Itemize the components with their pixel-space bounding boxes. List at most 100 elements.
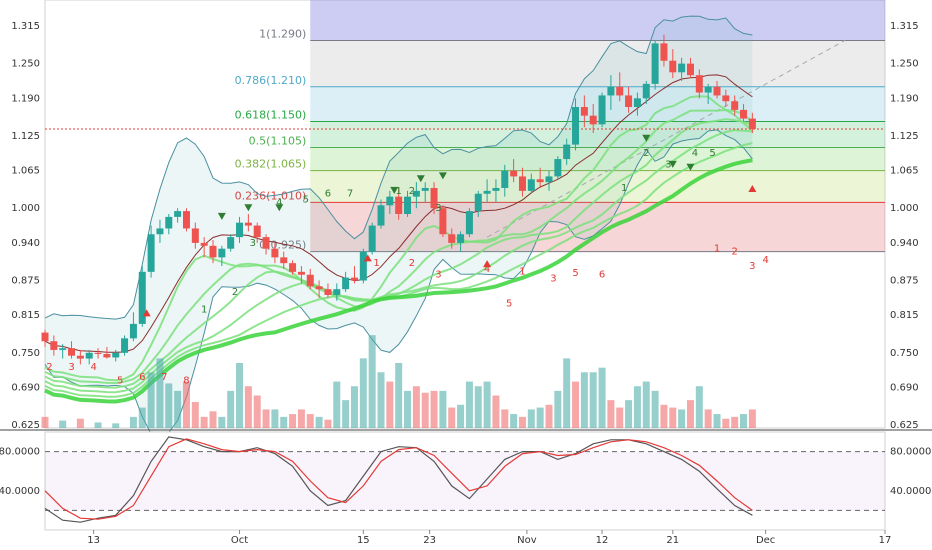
candle-body [156, 228, 164, 235]
volume-bar [695, 386, 703, 428]
volume-bar [713, 414, 721, 428]
sell-signal-marker [217, 212, 226, 220]
candle-body [421, 187, 429, 191]
sequence-count-label: 1 [201, 304, 207, 315]
buy-signal-marker [483, 260, 492, 268]
envelope-upper [44, 15, 753, 320]
price-axis-tick-left: 1.190 [11, 93, 40, 104]
price-axis-tick-right: 1.000 [890, 203, 919, 214]
volume-bar [138, 407, 146, 428]
price-axis-tick-right: 1.125 [890, 131, 919, 142]
candle-body [315, 286, 323, 290]
price-chart[interactable]: 1(1.290) 0.786(1.210) 0.618(1.150) 0.5(1.10… [41, 0, 886, 437]
price-axis-tick-left: 1.315 [11, 21, 40, 32]
volume-bar [669, 407, 677, 428]
volume-bar [165, 383, 173, 428]
volume-bar [678, 409, 686, 428]
price-axis-tick-left: 0.750 [11, 348, 40, 359]
sequence-count-label: 3 [435, 270, 441, 281]
fib-level-label: 0.786(1.210) [235, 74, 307, 87]
candle-body [174, 211, 182, 217]
candle-body [191, 228, 199, 243]
sequence-count-label: 2 [232, 287, 238, 298]
volume-bar [607, 400, 615, 428]
axes: 1.315 1.315 1.250 1.250 1.190 1.190 1.125 1.125… [0, 21, 932, 546]
sequence-count-label: 1 [621, 183, 627, 194]
fib-zone [310, 121, 885, 148]
volume-bar [306, 414, 314, 428]
sequence-count-label: 5 [506, 299, 512, 310]
sequence-count-label: 1 [395, 186, 401, 197]
volume-bar [271, 409, 279, 428]
volume-bar [182, 381, 190, 428]
candle-body [430, 187, 438, 209]
volume-bar [262, 409, 270, 428]
volume-bar [483, 381, 491, 428]
candle-body [704, 86, 712, 93]
time-axis-tick: 13 [87, 535, 100, 546]
volume-bar [554, 390, 562, 428]
sequence-count-label: 3 [550, 274, 556, 285]
price-axis-tick-right: 0.875 [890, 276, 919, 287]
fib-zone [310, 86, 885, 122]
fib-level-label: 1(1.290) [259, 27, 306, 40]
candle-body [474, 193, 482, 212]
volume-bar [174, 390, 182, 428]
sequence-count-label: 6 [139, 372, 145, 383]
volume-bar [580, 372, 588, 428]
volume-bar [465, 381, 473, 428]
candle-body [59, 348, 67, 350]
price-axis-tick-left: 0.875 [11, 276, 40, 287]
candle-body [200, 242, 208, 246]
fib-level-label: 0.382(1.065) [235, 158, 307, 171]
volume-bar [633, 386, 641, 428]
volume-bar [731, 416, 739, 428]
candle-body [121, 338, 129, 353]
sequence-count-label: 2 [409, 258, 415, 269]
sequence-count-label: 7 [347, 189, 353, 200]
candle-body [501, 170, 509, 188]
sell-signal-marker [686, 163, 695, 171]
sequence-count-label: 3 [250, 238, 256, 249]
sequence-count-label: 3 [68, 362, 74, 373]
price-axis-tick-left: 0.690 [11, 383, 40, 394]
price-axis-tick-right: 0.625 [890, 420, 919, 431]
volume-bar [59, 420, 67, 428]
volume-bar [289, 414, 297, 428]
volume-bar [660, 404, 668, 428]
price-axis-tick-left: 0.940 [11, 238, 40, 249]
candle-body [536, 179, 544, 183]
candle-body [350, 277, 358, 281]
candle-body [580, 107, 588, 116]
envelope-basis [44, 74, 753, 353]
volume-bar [430, 390, 438, 428]
volume-bar [704, 409, 712, 428]
candle-body [572, 107, 580, 145]
volume-bar [324, 419, 332, 428]
candle-body [731, 101, 739, 110]
candle-body [218, 248, 226, 258]
sell-signal-marker [275, 204, 284, 212]
sequence-count-label: 3 [665, 160, 671, 171]
volume-bar [722, 418, 730, 428]
candle-body [68, 348, 76, 356]
candle-body [448, 234, 456, 243]
candle-body [236, 222, 244, 238]
volume-bar [598, 367, 606, 428]
ma-ribbon-line [44, 108, 754, 385]
volume-bar [191, 402, 199, 428]
volume-bar [740, 414, 748, 428]
time-axis-tick: Dec [756, 535, 775, 546]
volume-bar [129, 416, 137, 428]
price-axis-tick-right: 0.690 [890, 383, 919, 394]
volume-bar [421, 392, 429, 428]
candle-body [554, 159, 562, 177]
candle-body [625, 95, 633, 107]
candle-body [510, 170, 518, 177]
volume-bar [404, 390, 412, 428]
oscillator-chart[interactable] [44, 431, 886, 531]
sequence-count-label: 4 [762, 255, 768, 266]
volume-bar [625, 400, 633, 428]
oscillator-series-line [44, 436, 753, 523]
candle-body [483, 190, 491, 194]
